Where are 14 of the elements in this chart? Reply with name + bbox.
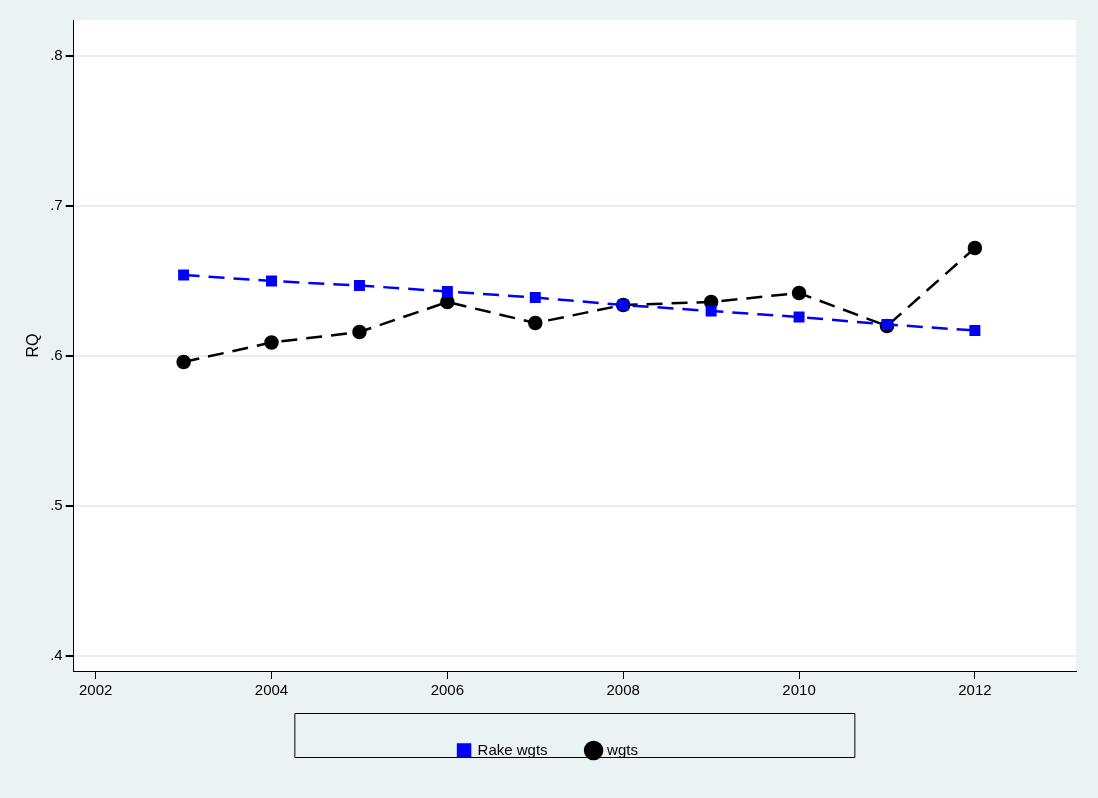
x-tick-label: 2002 xyxy=(79,681,113,699)
y-tick-label: .4 xyxy=(50,646,63,664)
x-tick-label: 2010 xyxy=(782,681,816,699)
x-tick-label: 2004 xyxy=(254,681,289,699)
y-axis-title: RQ xyxy=(24,333,42,358)
legend-label: Rake wgts xyxy=(477,740,548,758)
legend-label: wgts xyxy=(606,740,638,758)
x-tick-label: 2012 xyxy=(958,681,992,699)
y-tick-label: .7 xyxy=(50,196,63,214)
x-tick-label: 2006 xyxy=(430,681,465,699)
x-tick-label: 2008 xyxy=(606,681,640,699)
y-tick-label: .6 xyxy=(50,346,63,364)
y-tick-label: .8 xyxy=(50,46,63,64)
y-tick-label: .5 xyxy=(50,496,63,514)
